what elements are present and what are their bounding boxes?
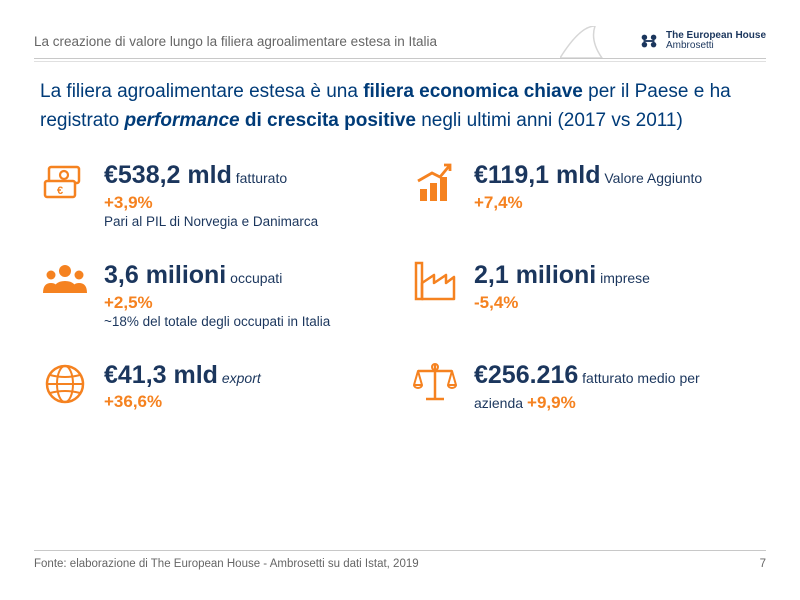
- metric-label: Valore Aggiunto: [604, 170, 702, 186]
- metric-change: +36,6%: [104, 392, 390, 412]
- slide: La creazione di valore lungo la filiera …: [0, 0, 800, 600]
- scale-icon: [410, 359, 460, 409]
- metric-sub: Pari al PIL di Norvegia e Danimarca: [104, 214, 390, 229]
- money-icon: €: [40, 159, 90, 209]
- metric-valore-aggiunto: €119,1 mld Valore Aggiunto +7,4%: [410, 159, 760, 229]
- globe-icon: [40, 359, 90, 409]
- footer-source: Fonte: elaborazione di The European Hous…: [34, 558, 419, 570]
- metric-label: export: [222, 370, 261, 386]
- page-number: 7: [760, 558, 766, 570]
- factory-icon: [410, 259, 460, 309]
- footer: Fonte: elaborazione di The European Hous…: [0, 550, 800, 570]
- metric-imprese: 2,1 milioni imprese -5,4%: [410, 259, 760, 329]
- logo-line2: Ambrosetti: [666, 41, 766, 52]
- metric-value: €119,1 mld: [474, 161, 600, 189]
- metric-change: +3,9%: [104, 193, 390, 213]
- growth-chart-icon: [410, 159, 460, 209]
- metric-label: imprese: [600, 270, 650, 286]
- headline-part1: La filiera agroalimentare estesa è una: [40, 81, 363, 102]
- metric-value: €256.216: [474, 361, 578, 389]
- headline: La filiera agroalimentare estesa è una f…: [0, 78, 800, 159]
- metric-change: -5,4%: [474, 293, 760, 313]
- headline-part4: negli ultimi anni (2017 vs 2011): [416, 110, 683, 131]
- metric-change: +2,5%: [104, 293, 390, 313]
- metric-sub: ~18% del totale degli occupati in Italia: [104, 314, 390, 329]
- metric-value: €538,2 mld: [104, 161, 232, 189]
- metric-label: fatturato: [236, 170, 287, 186]
- header-title: La creazione di valore lungo la filiera …: [34, 34, 437, 49]
- metric-change: +9,9%: [527, 393, 576, 412]
- metric-value: €41,3 mld: [104, 361, 218, 389]
- metric-label: occupati: [230, 270, 282, 286]
- headline-performance: performance: [124, 110, 239, 131]
- metric-value: 2,1 milioni: [474, 261, 596, 289]
- metric-fatturato-medio: €256.216 fatturato medio per azienda+9,9…: [410, 359, 760, 416]
- logo: The European House Ambrosetti: [638, 30, 766, 52]
- ambrosetti-logo-icon: [638, 30, 660, 52]
- headline-bold1: filiera economica chiave: [363, 81, 583, 102]
- metric-change: +7,4%: [474, 193, 760, 213]
- header: La creazione di valore lungo la filiera …: [34, 0, 766, 59]
- people-icon: [40, 259, 90, 309]
- metric-fatturato: € €538,2 mld fatturato +3,9% Pari al PIL…: [40, 159, 390, 229]
- metrics-grid: € €538,2 mld fatturato +3,9% Pari al PIL…: [0, 159, 800, 415]
- metric-value: 3,6 milioni: [104, 261, 226, 289]
- metric-export: €41,3 mld export +36,6%: [40, 359, 390, 416]
- header-rule: [34, 61, 766, 62]
- metric-occupati: 3,6 milioni occupati +2,5% ~18% del tota…: [40, 259, 390, 329]
- svg-text:€: €: [57, 185, 63, 197]
- headline-bold2: di crescita positive: [245, 110, 416, 131]
